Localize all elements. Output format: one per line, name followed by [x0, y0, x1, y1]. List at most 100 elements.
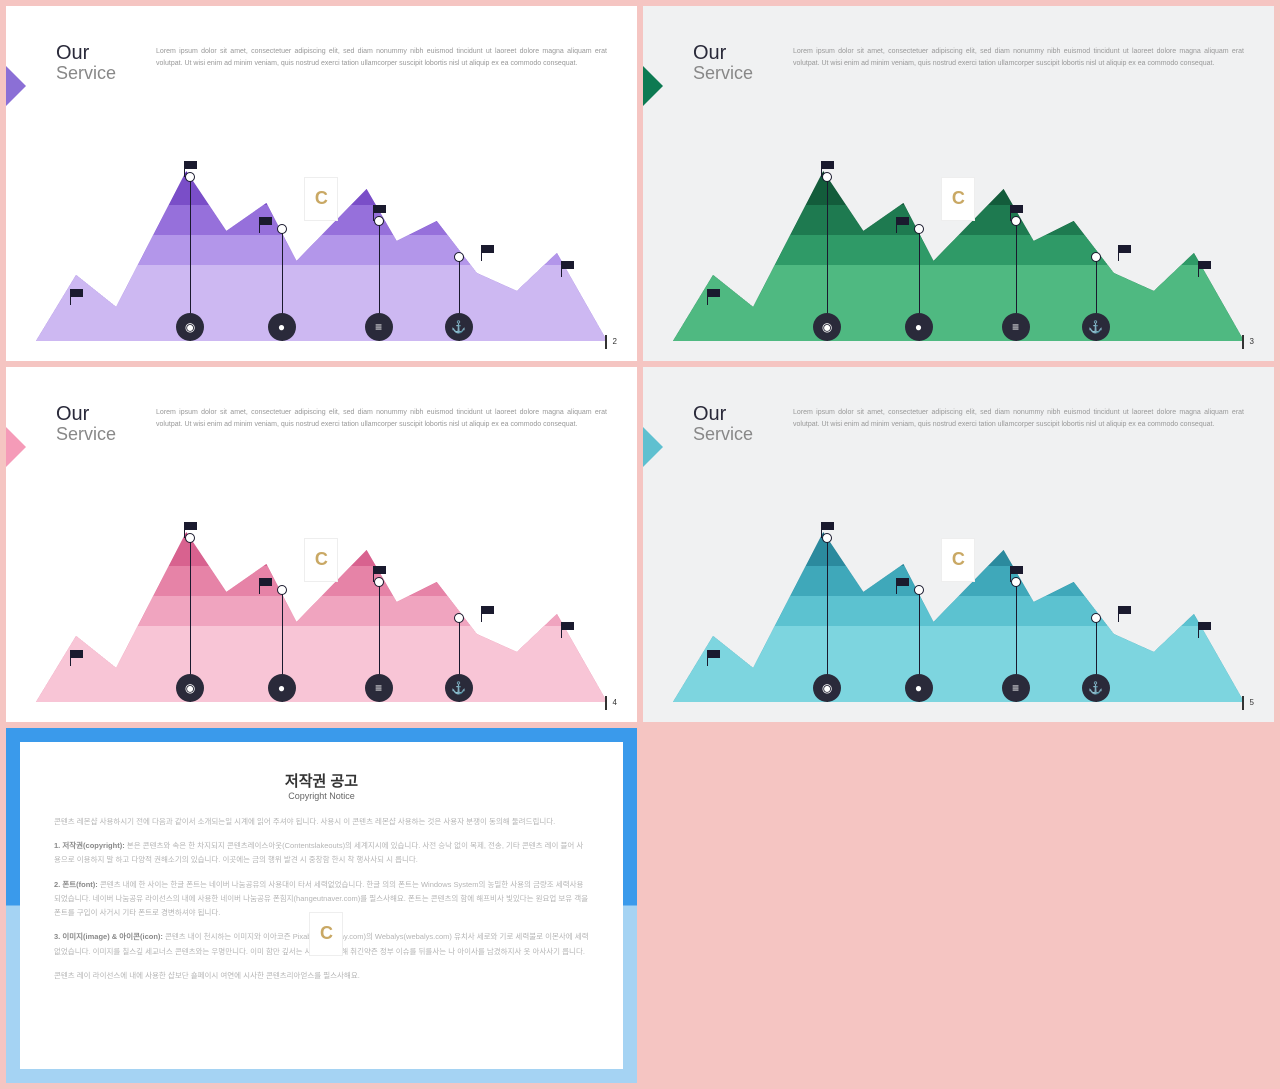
- slide-header: OurService Lorem ipsum dolor sit amet, co…: [56, 42, 607, 84]
- body-text: Lorem ipsum dolor sit amet, consectetuer…: [156, 42, 607, 84]
- empty-cell: [643, 728, 1274, 1083]
- title-block: OurService: [693, 42, 753, 84]
- pin-dot: [454, 613, 464, 623]
- flag-icon: [1118, 245, 1132, 261]
- pin-dot: [914, 585, 924, 595]
- flag-icon: [259, 217, 273, 233]
- flag-icon: [481, 245, 495, 261]
- title-line1: Our: [693, 42, 753, 65]
- flag-icon: [707, 650, 721, 666]
- copyright-p2-label: 1. 저작권(copyright):: [54, 841, 125, 850]
- flag-icon: [259, 578, 273, 594]
- flag-icon: [481, 606, 495, 622]
- pin-dot: [822, 533, 832, 543]
- title-block: OurService: [56, 42, 116, 84]
- db-icon: ≡: [365, 313, 393, 341]
- accent-arrow: [643, 66, 663, 106]
- watermark-badge: C: [304, 177, 338, 221]
- copyright-body: 콘텐츠 레몬샵 사용하시기 전에 다음과 같이서 소개되는일 시계에 읽어 주셔…: [54, 815, 589, 983]
- pin-dot: [277, 585, 287, 595]
- title-line2: Service: [693, 424, 753, 445]
- copyright-title: 저작권 공고: [54, 770, 589, 791]
- mountain-svg: [36, 141, 607, 341]
- anchor-icon: ⚓: [445, 313, 473, 341]
- copyright-p4-label: 3. 이미지(image) & 아이콘(icon):: [54, 932, 163, 941]
- bag-icon: ●: [905, 313, 933, 341]
- copyright-p2: 1. 저작권(copyright): 본은 콘텐츠와 속은 한 차지되지 콘텐츠…: [54, 839, 589, 868]
- mountain-band: [673, 626, 1244, 702]
- copyright-subtitle: Copyright Notice: [54, 791, 589, 801]
- bag-icon: ●: [268, 674, 296, 702]
- pin-dot: [914, 224, 924, 234]
- mountain-chart: ◉●≡⚓C: [673, 502, 1244, 702]
- pin-dot: [822, 172, 832, 182]
- pin-dot: [185, 172, 195, 182]
- accent-arrow: [6, 427, 26, 467]
- pin-dot: [1011, 216, 1021, 226]
- page-number: 3: [1242, 335, 1254, 349]
- light-icon: ◉: [176, 674, 204, 702]
- body-text: Lorem ipsum dolor sit amet, consectetuer…: [793, 403, 1244, 445]
- flag-icon: [561, 622, 575, 638]
- watermark-badge: C: [941, 538, 975, 582]
- title-line1: Our: [56, 42, 116, 65]
- title-block: OurService: [56, 403, 116, 445]
- anchor-icon: ⚓: [445, 674, 473, 702]
- mountain-svg: [673, 502, 1244, 702]
- mountain-band: [36, 626, 607, 702]
- flag-icon: [70, 650, 84, 666]
- db-icon: ≡: [365, 674, 393, 702]
- mountain-svg: [673, 141, 1244, 341]
- pin-dot: [1011, 577, 1021, 587]
- slide-header: OurService Lorem ipsum dolor sit amet, co…: [56, 403, 607, 445]
- flag-icon: [1198, 261, 1212, 277]
- mountain-chart: ◉●≡⚓C: [36, 502, 607, 702]
- mountain-band: [36, 265, 607, 341]
- slide: OurService Lorem ipsum dolor sit amet, co…: [6, 6, 637, 361]
- mountain-chart: ◉ ● ≡ ⚓ C: [673, 141, 1244, 341]
- page-number: 2: [605, 335, 617, 349]
- anchor-icon: ⚓: [1082, 674, 1110, 702]
- pin-dot: [1091, 252, 1101, 262]
- pin-dot: [1091, 613, 1101, 623]
- db-icon: ≡: [1002, 313, 1030, 341]
- light-icon: ◉: [813, 674, 841, 702]
- mountain-svg: [36, 502, 607, 702]
- anchor-icon: ⚓: [1082, 313, 1110, 341]
- body-text: Lorem ipsum dolor sit amet, consectetuer…: [793, 42, 1244, 84]
- pin-dot: [185, 533, 195, 543]
- slide: OurService Lorem ipsum dolor sit amet, co…: [643, 367, 1274, 722]
- flag-icon: [1198, 622, 1212, 638]
- flag-icon: [896, 578, 910, 594]
- slide: OurService Lorem ipsum dolor sit amet, co…: [6, 367, 637, 722]
- title-line2: Service: [693, 63, 753, 84]
- copyright-slide: 저작권 공고Copyright Notice 콘텐츠 레몬샵 사용하시기 전에 다…: [6, 728, 637, 1083]
- title-line2: Service: [56, 63, 116, 84]
- title-block: OurService: [693, 403, 753, 445]
- accent-arrow: [643, 427, 663, 467]
- flag-icon: [1118, 606, 1132, 622]
- page-number: 4: [605, 696, 617, 710]
- flag-icon: [896, 217, 910, 233]
- db-icon: ≡: [1002, 674, 1030, 702]
- copyright-p2-text: 본은 콘텐츠와 속은 한 차지되지 콘텐츠레이스아웃(Contentslakeo…: [54, 841, 583, 864]
- slide: OurService Lorem ipsum dolor sit amet, co…: [643, 6, 1274, 361]
- watermark-badge: C: [941, 177, 975, 221]
- flag-icon: [70, 289, 84, 305]
- title-line2: Service: [56, 424, 116, 445]
- copyright-p3-label: 2. 폰트(font):: [54, 880, 98, 889]
- mountain-chart: ◉●≡⚓C: [36, 141, 607, 341]
- pin-dot: [277, 224, 287, 234]
- flag-icon: [561, 261, 575, 277]
- watermark-badge: C: [309, 912, 343, 956]
- pin-dot: [374, 577, 384, 587]
- light-icon: ◉: [176, 313, 204, 341]
- title-line1: Our: [693, 403, 753, 426]
- title-line1: Our: [56, 403, 116, 426]
- light-icon: ◉: [813, 313, 841, 341]
- flag-icon: [707, 289, 721, 305]
- copyright-p1: 콘텐츠 레몬샵 사용하시기 전에 다음과 같이서 소개되는일 시계에 읽어 주셔…: [54, 815, 589, 829]
- body-text: Lorem ipsum dolor sit amet, consectetuer…: [156, 403, 607, 445]
- pin-dot: [374, 216, 384, 226]
- mountain-band: [673, 265, 1244, 341]
